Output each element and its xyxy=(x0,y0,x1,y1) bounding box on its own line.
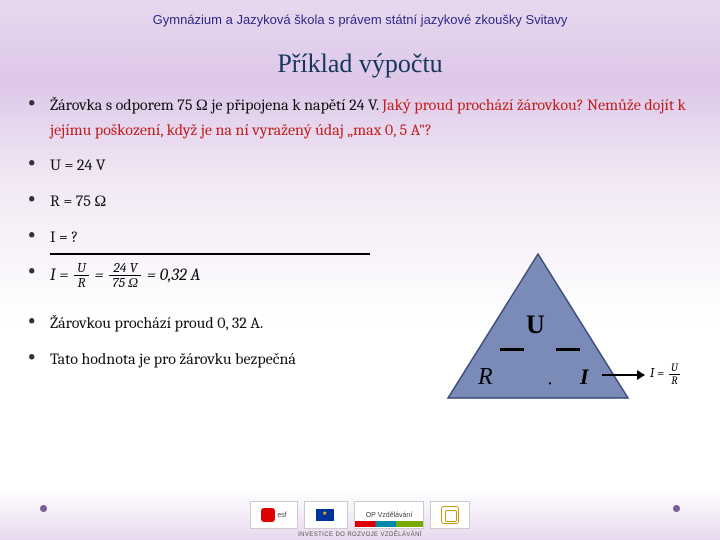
eq-result: = 0,32 A xyxy=(147,266,200,285)
op-text: OP Vzdělávání xyxy=(366,512,413,519)
arrow-icon xyxy=(602,374,644,376)
slide-title: Příklad výpočtu xyxy=(0,49,720,79)
eu-logo xyxy=(304,501,348,529)
triangle-r-label: R xyxy=(478,364,493,391)
eq-out-lhs: I = xyxy=(650,366,664,381)
bullet-dot: • xyxy=(28,189,50,210)
given-r-row: • R = 75 Ω xyxy=(28,189,690,215)
school-header: Gymnázium a Jazyková škola s právem stát… xyxy=(0,0,720,27)
esf-icon xyxy=(261,508,275,522)
footer-logos: esf OP Vzdělávání INVESTICE DO ROZVOJE V… xyxy=(0,490,720,540)
given-i: I = ? xyxy=(50,225,690,250)
eq-lhs: I = xyxy=(50,266,68,285)
esf-logo: esf xyxy=(250,501,298,529)
bullet-dot: • xyxy=(28,153,50,174)
bullet-dot: • xyxy=(28,347,50,368)
eu-flag-icon xyxy=(316,509,334,521)
triangle-u-label: U xyxy=(526,310,545,340)
frac1-den: R xyxy=(74,276,89,291)
footer-ornament-left xyxy=(40,505,47,512)
eq-frac-vals: 24 V75 Ω xyxy=(109,261,141,291)
msmt-icon xyxy=(441,506,459,524)
footer-caption: INVESTICE DO ROZVOJE VZDĚLÁVÁNÍ xyxy=(0,532,720,538)
triangle-output-eq: I = UR xyxy=(650,362,682,386)
triangle-divider-left xyxy=(500,348,524,351)
eq-out-den: R xyxy=(669,375,680,387)
triangle-dot: · xyxy=(548,374,552,393)
eq-frac-ur: UR xyxy=(74,261,89,291)
op-bar-icon xyxy=(355,521,423,527)
esf-text: esf xyxy=(277,512,286,519)
ohm-triangle-diagram: U R · I I = UR xyxy=(438,248,690,408)
eq-out-num: U xyxy=(669,362,680,375)
problem-row: • Žárovka s odporem 75 Ω je připojena k … xyxy=(28,93,690,143)
triangle-divider-right xyxy=(556,348,580,351)
separator-line xyxy=(50,253,370,255)
eq-out-frac: UR xyxy=(669,362,680,386)
bullet-dot: • xyxy=(28,93,50,114)
bullet-dot: • xyxy=(28,261,50,282)
eq-eq1: = xyxy=(95,266,104,285)
msmt-logo xyxy=(430,501,470,529)
given-i-row: • I = ? xyxy=(28,225,690,251)
bullet-dot: • xyxy=(28,311,50,332)
problem-text: Žárovka s odporem 75 Ω je připojena k na… xyxy=(50,93,690,143)
triangle-i-label: I xyxy=(580,364,589,390)
op-logo: OP Vzdělávání xyxy=(354,501,424,529)
frac2-den: 75 Ω xyxy=(109,276,141,291)
given-u: U = 24 V xyxy=(50,153,690,178)
given-u-row: • U = 24 V xyxy=(28,153,690,179)
footer-ornament-right xyxy=(673,505,680,512)
bullet-dot: • xyxy=(28,225,50,246)
given-r: R = 75 Ω xyxy=(50,189,690,214)
problem-statement: Žárovka s odporem 75 Ω je připojena k na… xyxy=(50,96,382,114)
